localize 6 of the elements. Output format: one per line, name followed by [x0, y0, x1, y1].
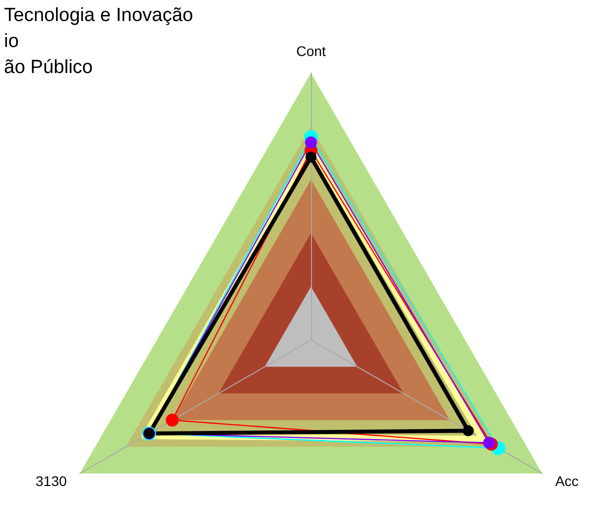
spoke-label: Cont [296, 43, 326, 59]
spoke-label: 3130 [36, 473, 67, 489]
text: Tecnologia e Inovação [4, 5, 194, 26]
spoke-label: Acc [555, 473, 579, 489]
text: ão Público [4, 57, 93, 78]
text: io [4, 31, 19, 52]
